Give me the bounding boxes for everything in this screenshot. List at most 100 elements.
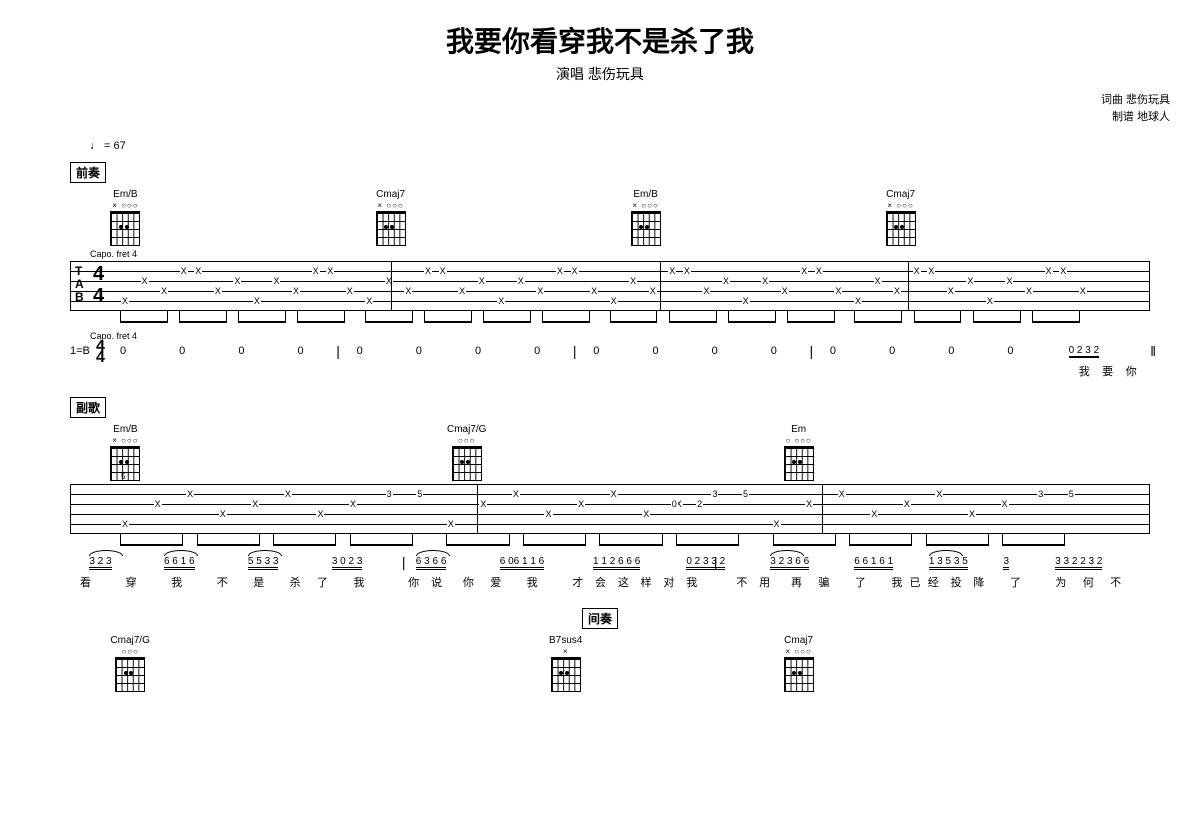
chord-diagram: Cmaj7/G○○○ [447, 424, 486, 481]
lyric-syllable: 不 [1110, 574, 1121, 590]
section-label-chorus: 副歌 [70, 397, 106, 418]
jianpu-note: 0 [593, 345, 599, 357]
lyric-syllable: 才 [572, 574, 583, 590]
lyric-syllable: 用 [759, 574, 770, 590]
key-signature: 1=B [70, 345, 90, 357]
jianpu-group: 6 06 1 1 6 [500, 556, 544, 567]
tab-note: X [761, 276, 769, 286]
lyric-syllable: 我 [1079, 363, 1090, 379]
lyric-syllable: 穿 [126, 574, 137, 590]
tab-note: X [349, 499, 357, 509]
tab-note: X [284, 489, 292, 499]
tab-note: X [649, 286, 657, 296]
jianpu-note: 0 [889, 345, 895, 357]
tab-note: X [180, 266, 188, 276]
lyric-syllable: 不 [736, 574, 747, 590]
jianpu-note: 0 [179, 345, 185, 357]
jianpu-note: 0 [771, 345, 777, 357]
jianpu-note: 0 [416, 345, 422, 357]
tab-note: X [668, 266, 676, 276]
tab-note: X [968, 509, 976, 519]
tab-note: X [194, 266, 202, 276]
credits-lyricist: 词曲 悲伤玩具 [30, 92, 1170, 109]
lyric-syllable: 你 [463, 574, 474, 590]
tab-note: X [272, 276, 280, 286]
tab-note: X [702, 286, 710, 296]
tab-note: X [233, 276, 241, 286]
tab-note: X [424, 266, 432, 276]
tab-note: X [251, 499, 259, 509]
tab-note: X [326, 266, 334, 276]
tab-note: X [214, 286, 222, 296]
measure-number: 5 [121, 472, 125, 481]
lyric-syllable: 要 [1102, 363, 1113, 379]
lyric-syllable: 我 [527, 574, 538, 590]
credits-block: 词曲 悲伤玩具 制谱 地球人 [30, 92, 1170, 125]
jianpu-group: 1 1 2 6 6 6 [593, 556, 640, 567]
section-label-intro: 前奏 [70, 162, 106, 183]
tab-note: X [556, 266, 564, 276]
tab-note: X [292, 286, 300, 296]
tab-note: X [722, 276, 730, 286]
tab-note: X [253, 296, 261, 306]
jianpu-group: 6 6 1 6 1 [854, 556, 893, 567]
tab-note: X [800, 266, 808, 276]
beam-row-1 [120, 311, 1140, 325]
tab-staff-1: T A B 4 4 XXXXXXXXXXXXXXXXXXXXXXXXXXXXXX… [70, 261, 1150, 311]
jianpu-note: 0 [712, 345, 718, 357]
tab-note: X [815, 266, 823, 276]
tab-note: X [346, 286, 354, 296]
tab-note: X [517, 276, 525, 286]
tab-note: X [312, 266, 320, 276]
tab-note: X [947, 286, 955, 296]
chord-diagram: Cmaj7× ○○○ [376, 189, 406, 246]
tab-note: X [141, 276, 149, 286]
tab-note: X [642, 509, 650, 519]
capo-label-2: Capo. fret 4 [90, 331, 1170, 341]
tab-note: X [773, 519, 781, 529]
tab-note: X [610, 489, 618, 499]
tab-note: X [497, 296, 505, 306]
chord-diagram: Cmaj7× ○○○ [886, 189, 916, 246]
jianpu-note: 0 [475, 345, 481, 357]
tab-note: X [893, 286, 901, 296]
lyric-syllable: 了 [1010, 574, 1021, 590]
tab-note: X [447, 519, 455, 529]
tab-staff-2: 5 XXXXXXXX35XXXXXXXX3502XXXXXXXX35 [70, 484, 1150, 534]
lyric-syllable: 再 [791, 574, 802, 590]
tab-note: X [439, 266, 447, 276]
chord-diagram: Cmaj7× ○○○ [784, 635, 814, 692]
system-2: 副歌 Em/B× ○○○Cmaj7/G○○○Em○ ○○○ 5 XXXXXXXX… [30, 397, 1170, 590]
tab-note: X [903, 499, 911, 509]
tab-note: X [629, 276, 637, 286]
tab-note: X [577, 499, 585, 509]
tab-note: X [742, 296, 750, 306]
tab-note: X [479, 499, 487, 509]
jianpu-note: 0 [830, 345, 836, 357]
lyric-syllable: 会 [595, 574, 606, 590]
tab-note: X [854, 296, 862, 306]
tab-note: X [838, 489, 846, 499]
time-signature-tab: 4 4 [93, 263, 104, 307]
lyric-syllable: 投 [951, 574, 962, 590]
beam-row-2 [120, 534, 1140, 548]
jianpu-note: 0 [120, 345, 126, 357]
lyric-syllable: 我 [891, 574, 902, 590]
lyric-syllable: 说 [431, 574, 442, 590]
lyric-syllable: 样 [641, 574, 652, 590]
chord-row-3: Cmaj7/G○○○B7sus4×Cmaj7× ○○○ [90, 635, 1110, 691]
lyric-syllable: 我 [353, 574, 364, 590]
lyric-syllable: 你 [1126, 363, 1137, 379]
jianpu-note: 0 [652, 345, 658, 357]
lyric-syllable: 爱 [490, 574, 501, 590]
lyric-syllable: 何 [1083, 574, 1094, 590]
tab-note: X [385, 276, 393, 286]
tab-note: X [913, 266, 921, 276]
chord-diagram: Em/B× ○○○ [631, 189, 661, 246]
lyric-syllable: 这 [618, 574, 629, 590]
song-title: 我要你看穿我不是杀了我 [30, 20, 1170, 60]
tab-note: X [154, 499, 162, 509]
jianpu-note: 0 [238, 345, 244, 357]
tab-note: X [121, 296, 129, 306]
tab-note: X [966, 276, 974, 286]
